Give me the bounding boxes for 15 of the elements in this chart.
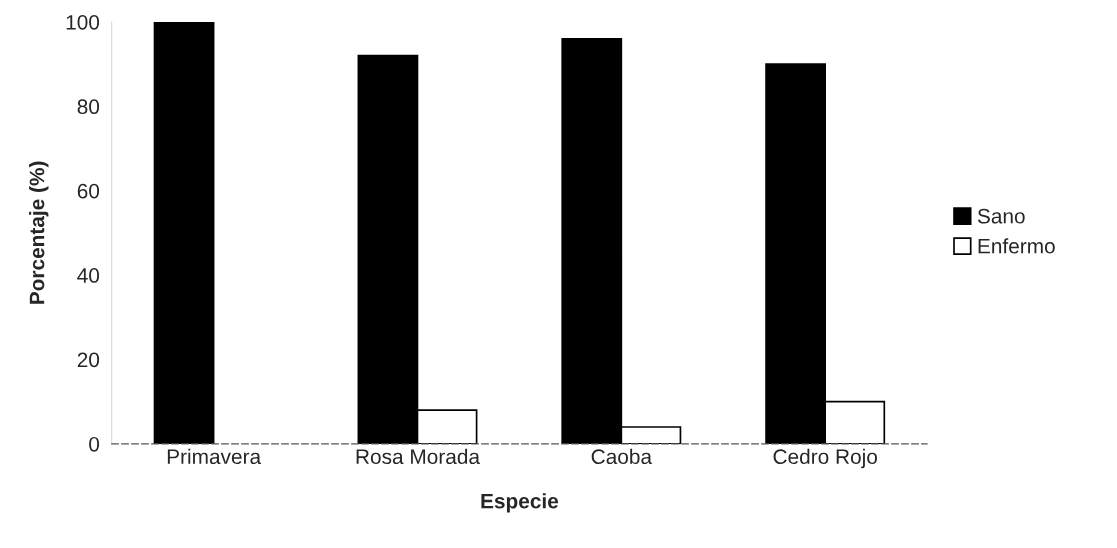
y-tick-label: 80 (77, 99, 100, 115)
y-tick-label: 100 (66, 14, 100, 30)
x-tick-label: Rosa Morada (356, 448, 481, 465)
y-tick-label: 60 (77, 183, 100, 199)
legend-label: Sano (977, 208, 1025, 224)
x-tick-label: Primavera (167, 448, 262, 465)
bar (153, 21, 215, 444)
y-tick-label: 40 (77, 268, 100, 283)
x-tick-label: Caoba (591, 448, 653, 465)
legend-label: Enfermo (978, 238, 1055, 254)
y-tick-label: 20 (77, 352, 100, 368)
x-axis-title: Especie (481, 493, 559, 513)
x-tick-label: Cedro Rojo (773, 448, 877, 469)
y-axis-title: Porcentaje (%) (29, 161, 49, 304)
y-tick-label: 0 (89, 436, 100, 452)
